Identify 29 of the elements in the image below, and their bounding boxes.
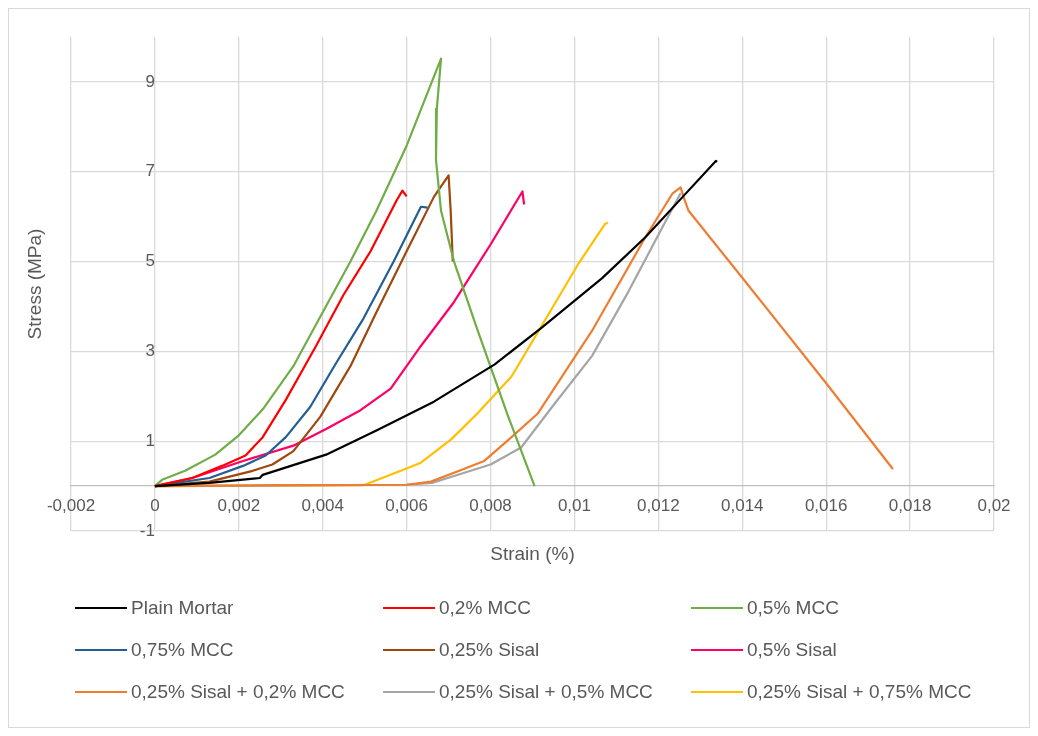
x-tick-label: 0,014 <box>721 495 764 515</box>
x-tick-label: -0,002 <box>46 495 96 515</box>
x-tick-label: 0,016 <box>804 495 848 515</box>
x-tick-label: 0,006 <box>385 495 428 515</box>
x-tick-label: 0,018 <box>888 495 932 515</box>
legend-label: 0,25% Sisal + 0,5% MCC <box>439 681 653 703</box>
y-axis-title: Stress (MPa) <box>24 228 46 340</box>
x-axis-title: Strain (%) <box>490 542 575 564</box>
x-tick-label: 0,02 <box>977 495 1011 515</box>
y-tick-label: 3 <box>145 341 155 361</box>
x-tick-label: 0 <box>150 495 160 515</box>
x-tick-label: 0,004 <box>301 495 344 515</box>
legend-label: 0,5% Sisal <box>747 639 837 661</box>
y-tick-label: 9 <box>145 71 155 91</box>
legend-label: Plain Mortar <box>131 597 234 619</box>
y-tick-label: -1 <box>139 520 155 540</box>
legend-label: 0,75% MCC <box>131 639 234 661</box>
x-tick-label: 0,002 <box>217 495 261 515</box>
legend-label: 0,25% Sisal + 0,2% MCC <box>131 681 345 703</box>
legend-label: 0,2% MCC <box>439 597 531 619</box>
x-tick-label: 0,01 <box>557 495 591 515</box>
x-tick-label: 0,008 <box>469 495 512 515</box>
y-tick-label: 5 <box>145 251 155 271</box>
x-tick-label: 0,012 <box>637 495 680 515</box>
y-tick-label: 7 <box>145 161 155 181</box>
legend-label: 0,5% MCC <box>747 597 839 619</box>
y-tick-label: 1 <box>145 430 155 450</box>
legend-label: 0,25% Sisal <box>439 639 540 661</box>
legend-label: 0,25% Sisal + 0,75% MCC <box>747 681 972 703</box>
